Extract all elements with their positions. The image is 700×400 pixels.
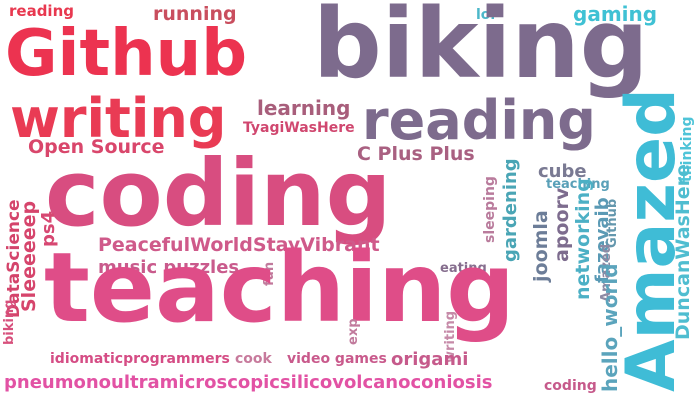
word-duncanwashere: DuncanWasHere <box>674 164 693 340</box>
word-coding-large: coding <box>45 148 391 240</box>
word-cook: cook <box>235 352 272 366</box>
word-networking: networking <box>574 178 593 300</box>
word-learning: learning <box>257 98 350 118</box>
word-hello-world: hello_world <box>600 263 620 392</box>
word-sleeeeeep: Sleeeeeep <box>20 201 39 312</box>
word-video-games: video games <box>287 352 387 366</box>
word-github-small: Github <box>606 199 619 248</box>
word-apoorv: apoorv <box>553 188 572 262</box>
word-reading-large: reading <box>362 94 596 148</box>
word-biking-small: biking <box>3 300 16 345</box>
word-tyagiwashere: TyagiWasHere <box>243 121 355 135</box>
word-github-large: Github <box>5 22 247 86</box>
word-idiomaticprogrammers: idiomaticprogrammers <box>50 352 230 366</box>
word-biking-large: biking <box>313 0 648 92</box>
word-origami: origami <box>391 351 468 369</box>
word-exp: exp <box>347 318 360 345</box>
word-joomla: joomla <box>532 210 551 282</box>
word-coding-small: coding <box>544 379 597 393</box>
word-pneumonoultramicroscopicsilicovolcanoconiosis: pneumonoultramicroscopicsilicovolcanocon… <box>4 374 492 392</box>
